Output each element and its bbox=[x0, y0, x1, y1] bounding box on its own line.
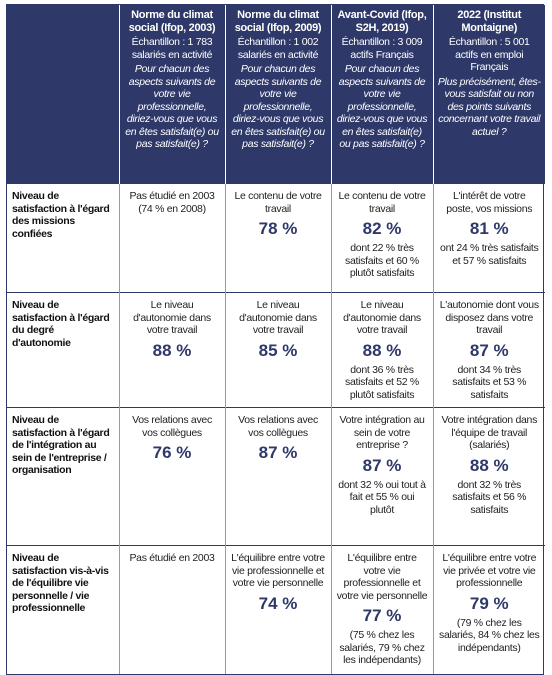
cell-text: L'équilibre entre votre vie privée et vo… bbox=[442, 552, 537, 589]
table-cell: Le contenu de votre travail 78 % bbox=[224, 183, 331, 293]
header-title: 2022 (Institut Montaigne) bbox=[457, 9, 522, 34]
row-label: Niveau de satisfaction à l'égard du degr… bbox=[7, 292, 119, 408]
cell-note: dont 22 % très satisfaits et 60 % plutôt… bbox=[345, 242, 419, 279]
cell-text: Vos relations avec vos collègues bbox=[132, 414, 212, 439]
table-cell: Pas étudié en 2003 bbox=[118, 545, 225, 674]
page: {"table": { "columns": [ {"title": "Norm… bbox=[6, 4, 545, 675]
cell-value: 87 % bbox=[362, 455, 402, 475]
table-cell: L'autonomie dont vous disposez dans votr… bbox=[432, 292, 545, 408]
header-title: Norme du climat social (Ifop, 2003) bbox=[128, 9, 216, 34]
cell-note: dont 32 % oui tout à fait et 55 % oui pl… bbox=[338, 478, 426, 516]
corner-cell bbox=[7, 5, 119, 184]
cell-value: 74 % bbox=[258, 593, 298, 613]
cell-text: Le contenu de votre travail bbox=[234, 190, 322, 215]
table-body: Niveau de satisfaction à l'égard des mis… bbox=[7, 183, 545, 674]
table-cell: Le contenu de votre travail 82 % dont 22 %… bbox=[330, 183, 433, 293]
cell-text: L'autonomie dont vous disposez dans votr… bbox=[439, 299, 539, 336]
table-row: Niveau de satisfaction à l'égard du degr… bbox=[7, 292, 545, 408]
cell-text: Vos relations avec vos collègues bbox=[238, 414, 318, 439]
table-row: Niveau de satisfaction vis-à-vis de l'éq… bbox=[7, 545, 545, 674]
cell-value: 87 % bbox=[469, 340, 509, 360]
cell-text: Pas étudié en 2003 bbox=[129, 552, 215, 564]
column-header: Norme du climat social (Ifop, 2009) Échan… bbox=[224, 5, 331, 184]
table-cell: L'équilibre entre votre vie privée et vo… bbox=[432, 545, 545, 674]
header-sample: Échantillon : 3 009 actifs Français bbox=[341, 36, 423, 61]
row-label: Niveau de satisfaction à l'égard des mis… bbox=[7, 183, 119, 293]
header-sample: Échantillon : 1 783 salariés en activité bbox=[131, 36, 213, 61]
comparison-table: Norme du climat social (Ifop, 2003) Échan… bbox=[7, 5, 545, 674]
cell-value: 87 % bbox=[258, 443, 298, 462]
table-row: Niveau de satisfaction à l'égard de l'in… bbox=[7, 407, 545, 546]
cell-value: 77 % bbox=[362, 606, 402, 625]
cell-value: 88 % bbox=[469, 455, 509, 475]
table-cell: Votre intégration dans l'équipe de trava… bbox=[432, 407, 545, 546]
cell-value: 76 % bbox=[152, 443, 192, 462]
cell-text: Le contenu de votre travail bbox=[338, 190, 426, 215]
cell-text: Votre intégration dans l'équipe de trava… bbox=[441, 414, 538, 451]
column-header: Norme du climat social (Ifop, 2003) Échan… bbox=[118, 5, 225, 184]
header-sample: Échantillon : 5 001 actifs en emploi Fra… bbox=[448, 36, 530, 73]
cell-note: ont 24 % très satisfaits et 57 % satisfa… bbox=[440, 242, 539, 267]
table-cell: Vos relations avec vos collègues 87 % bbox=[224, 407, 331, 546]
table-row: Niveau de satisfaction à l'égard des mis… bbox=[7, 183, 545, 293]
cell-text: L'équilibre entre votre vie professionne… bbox=[231, 552, 325, 589]
row-label: Niveau de satisfaction à l'égard de l'in… bbox=[7, 407, 119, 546]
header-title: Norme du climat social (Ifop, 2009) bbox=[234, 9, 322, 34]
table-cell: L'intérêt de votre poste, vos missions 81… bbox=[432, 183, 545, 293]
column-header: 2022 (Institut Montaigne) Échantillon : 5… bbox=[432, 5, 545, 184]
table-cell: Le niveau d'autonomie dans votre travail… bbox=[224, 292, 331, 408]
table-cell: Vos relations avec vos collègues 76 % bbox=[118, 407, 225, 546]
cell-text: L'intérêt de votre poste, vos missions bbox=[446, 190, 533, 215]
cell-text: Le niveau d'autonomie dans votre travail bbox=[133, 299, 211, 336]
table-cell: L'équilibre entre votre vie professionne… bbox=[330, 545, 433, 674]
cell-value: 81 % bbox=[469, 219, 509, 238]
table-frame: Norme du climat social (Ifop, 2003) Échan… bbox=[6, 4, 545, 675]
cell-note: (75 % chez les salariés, 79 % chez les i… bbox=[339, 629, 425, 666]
cell-note: (74 % en 2008) bbox=[138, 202, 206, 215]
table-wrapper: Norme du climat social (Ifop, 2003) Échan… bbox=[6, 4, 545, 675]
row-label: Niveau de satisfaction vis-à-vis de l'éq… bbox=[7, 545, 119, 674]
cell-note: dont 32 % très satisfaits et 56 % satisf… bbox=[452, 478, 527, 516]
table-cell: Pas étudié en 2003 (74 % en 2008) bbox=[118, 183, 225, 293]
cell-text: Votre intégration au sein de votre entre… bbox=[339, 414, 425, 451]
table-cell: Le niveau d'autonomie dans votre travail… bbox=[118, 292, 225, 408]
column-header: Avant-Covid (Ifop, S2H, 2019) Échantillon… bbox=[330, 5, 433, 184]
cell-text: Le niveau d'autonomie dans votre travail bbox=[239, 299, 317, 336]
header-question: Plus précisément, êtes-vous satisfait ou… bbox=[437, 75, 541, 138]
table-cell: Votre intégration au sein de votre entre… bbox=[330, 407, 433, 546]
cell-value: 88 % bbox=[362, 340, 402, 360]
cell-value: 85 % bbox=[258, 340, 298, 360]
cell-value: 79 % bbox=[469, 593, 509, 613]
cell-text: L'équilibre entre votre vie professionne… bbox=[336, 552, 428, 602]
header-question: Pour chacun des aspects suivants de votr… bbox=[336, 63, 428, 150]
header-row: Norme du climat social (Ifop, 2003) Échan… bbox=[7, 5, 545, 184]
table-cell: Le niveau d'autonomie dans votre travail… bbox=[330, 292, 433, 408]
cell-note: dont 36 % très satisfaits et 52 % plutôt… bbox=[345, 363, 419, 401]
cell-value: 78 % bbox=[258, 219, 298, 238]
header-question: Pour chacun des aspects suivants de votr… bbox=[231, 63, 325, 150]
cell-text: Pas étudié en 2003 bbox=[129, 190, 215, 202]
cell-value: 88 % bbox=[152, 340, 192, 360]
table-cell: L'équilibre entre votre vie professionne… bbox=[224, 545, 331, 674]
header-sample: Échantillon : 1 002 salariés en activité bbox=[237, 36, 319, 61]
cell-text: Le niveau d'autonomie dans votre travail bbox=[343, 299, 421, 336]
cell-note: dont 34 % très satisfaits et 53 % satisf… bbox=[452, 363, 527, 401]
header-title: Avant-Covid (Ifop, S2H, 2019) bbox=[337, 9, 427, 34]
header-question: Pour chacun des aspects suivants de votr… bbox=[125, 63, 219, 150]
cell-note: (79 % chez les salariés, 84 % chez les i… bbox=[439, 616, 540, 654]
cell-value: 82 % bbox=[362, 219, 402, 238]
